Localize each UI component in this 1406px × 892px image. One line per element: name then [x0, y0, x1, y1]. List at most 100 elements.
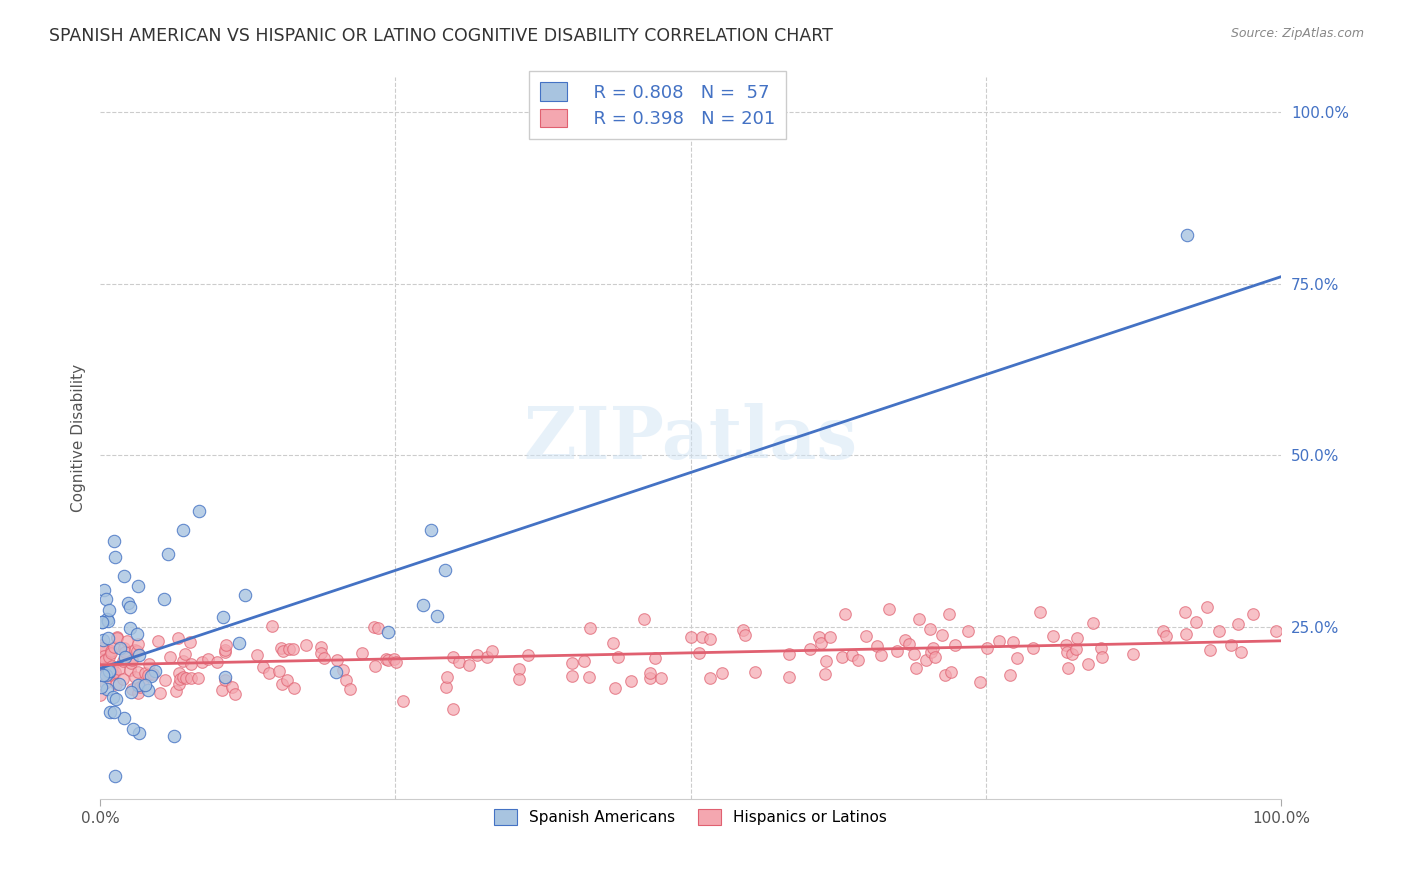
- Point: [91, 615, 114, 629]
- Point: [1226, 617, 1249, 632]
- Point: [846, 653, 869, 667]
- Point: [866, 639, 889, 653]
- Point: [117, 596, 139, 610]
- Point: [98, 706, 121, 720]
- Point: [128, 648, 150, 662]
- Point: [120, 685, 142, 699]
- Point: [97, 615, 120, 629]
- Point: [121, 722, 143, 736]
- Point: [420, 523, 443, 537]
- Point: [112, 711, 135, 725]
- Point: [815, 654, 838, 668]
- Point: [1057, 661, 1080, 675]
- Point: [167, 631, 190, 645]
- Point: [391, 694, 413, 708]
- Point: [477, 649, 499, 664]
- Point: [107, 662, 129, 676]
- Point: [101, 659, 124, 673]
- Point: [778, 670, 800, 684]
- Point: [1175, 627, 1198, 641]
- Point: [276, 673, 298, 687]
- Point: [1001, 635, 1024, 649]
- Point: [711, 665, 734, 680]
- Point: [114, 649, 136, 664]
- Point: [104, 665, 127, 679]
- Point: [269, 664, 291, 678]
- Point: [1241, 607, 1264, 622]
- Point: [886, 644, 908, 658]
- Point: [607, 649, 630, 664]
- Point: [271, 644, 294, 658]
- Point: [922, 641, 945, 656]
- Point: [127, 579, 149, 593]
- Point: [257, 666, 280, 681]
- Point: [810, 636, 832, 650]
- Point: [332, 663, 354, 677]
- Point: [138, 657, 160, 671]
- Point: [93, 582, 115, 597]
- Point: [987, 634, 1010, 648]
- Point: [434, 680, 457, 694]
- Point: [578, 670, 600, 684]
- Point: [734, 628, 756, 642]
- Point: [1154, 629, 1177, 643]
- Point: [104, 692, 127, 706]
- Point: [188, 504, 211, 518]
- Point: [1054, 639, 1077, 653]
- Point: [180, 671, 202, 685]
- Point: [377, 653, 399, 667]
- Point: [1152, 624, 1174, 638]
- Point: [894, 633, 917, 648]
- Point: [103, 640, 125, 654]
- Point: [136, 682, 159, 697]
- Point: [377, 624, 399, 639]
- Point: [169, 673, 191, 687]
- Point: [169, 665, 191, 680]
- Point: [139, 668, 162, 682]
- Point: [458, 658, 481, 673]
- Point: [914, 653, 936, 667]
- Point: [89, 688, 111, 702]
- Point: [681, 630, 703, 644]
- Point: [197, 651, 219, 665]
- Point: [152, 591, 174, 606]
- Point: [146, 634, 169, 648]
- Point: [120, 657, 142, 671]
- Point: [481, 644, 503, 658]
- Point: [831, 650, 853, 665]
- Point: [311, 646, 333, 660]
- Point: [214, 642, 236, 657]
- Point: [605, 681, 627, 695]
- Point: [644, 650, 666, 665]
- Point: [246, 648, 269, 663]
- Point: [449, 655, 471, 669]
- Point: [619, 673, 641, 688]
- Point: [352, 646, 374, 660]
- Point: [335, 673, 357, 688]
- Point: [214, 670, 236, 684]
- Point: [211, 683, 233, 698]
- Point: [215, 638, 238, 652]
- Point: [93, 648, 115, 663]
- Point: [121, 681, 143, 696]
- Point: [508, 662, 530, 676]
- Point: [101, 666, 124, 681]
- Point: [94, 676, 117, 690]
- Point: [96, 665, 118, 680]
- Point: [294, 638, 316, 652]
- Point: [877, 602, 900, 616]
- Point: [90, 680, 112, 694]
- Point: [931, 628, 953, 642]
- Point: [1175, 228, 1198, 243]
- Point: [104, 549, 127, 564]
- Point: [1066, 631, 1088, 645]
- Point: [124, 643, 146, 657]
- Point: [638, 671, 661, 685]
- Point: [89, 652, 111, 666]
- Point: [165, 684, 187, 698]
- Point: [1174, 605, 1197, 619]
- Point: [214, 645, 236, 659]
- Point: [174, 648, 197, 662]
- Point: [125, 644, 148, 658]
- Point: [938, 607, 960, 622]
